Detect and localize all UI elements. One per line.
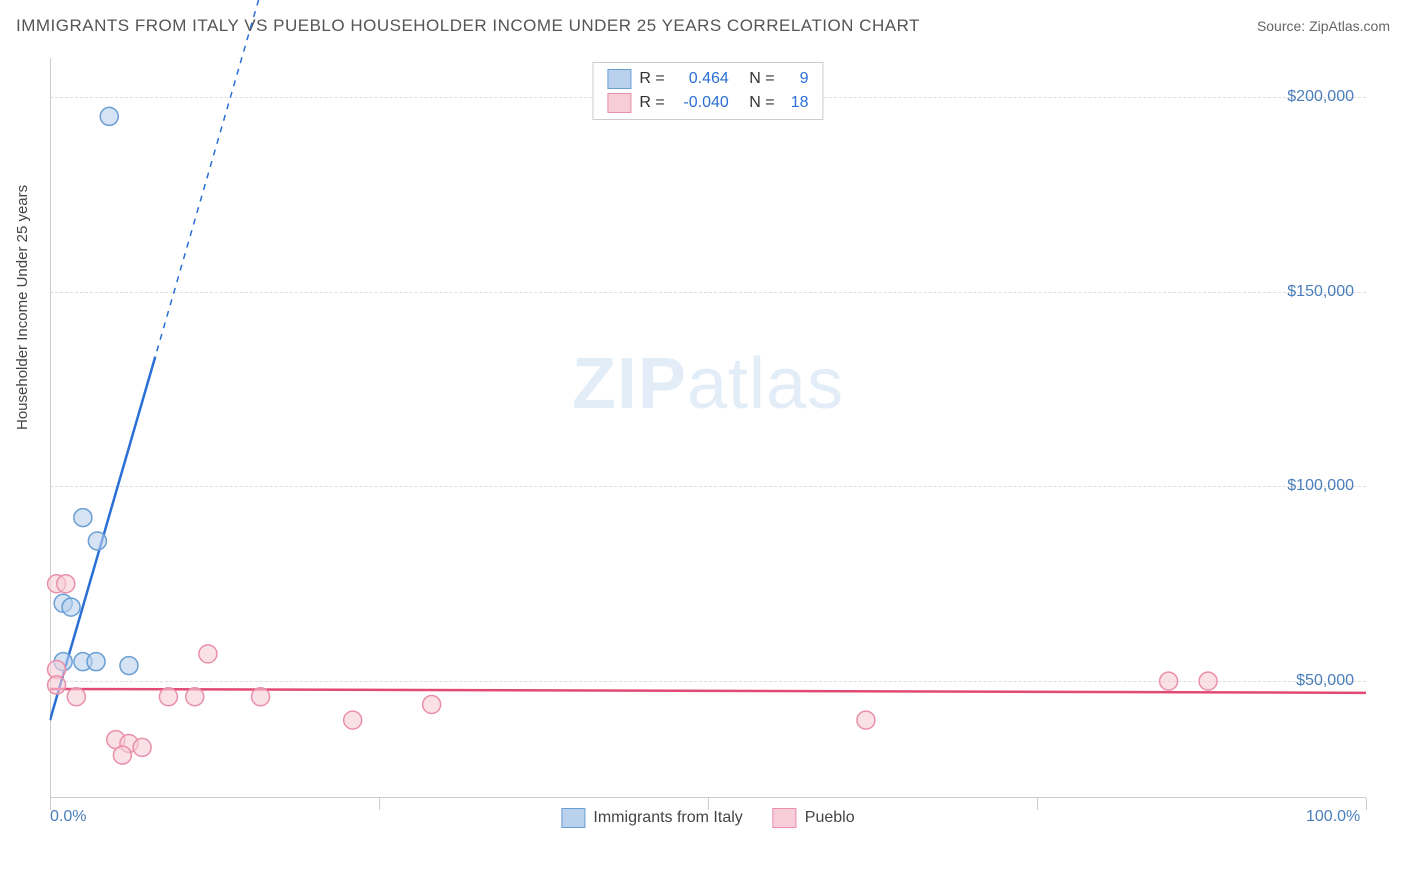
- legend-item-pueblo: Pueblo: [773, 808, 855, 828]
- data-point: [344, 711, 362, 729]
- r-value: 0.464: [673, 67, 729, 91]
- data-point: [186, 688, 204, 706]
- data-point: [62, 598, 80, 616]
- n-label: N =: [749, 67, 774, 91]
- x-tick: [1037, 798, 1038, 810]
- series-legend: Immigrants from Italy Pueblo: [561, 808, 854, 828]
- source-attribution: Source: ZipAtlas.com: [1257, 18, 1390, 34]
- legend-swatch-pueblo: [773, 808, 797, 828]
- y-tick-label: $100,000: [1287, 477, 1354, 495]
- source-prefix: Source:: [1257, 18, 1309, 34]
- data-point: [74, 509, 92, 527]
- y-axis-label: Householder Income Under 25 years: [14, 185, 31, 430]
- data-point: [1160, 672, 1178, 690]
- plot-svg: [50, 58, 1366, 798]
- data-point: [252, 688, 270, 706]
- y-tick-label: $200,000: [1287, 88, 1354, 106]
- chart-header: IMMIGRANTS FROM ITALY VS PUEBLO HOUSEHOL…: [16, 16, 1390, 36]
- data-point: [133, 738, 151, 756]
- legend-label: Pueblo: [805, 809, 855, 827]
- r-label: R =: [639, 67, 664, 91]
- correlation-row-italy: R = 0.464 N = 9: [607, 67, 808, 91]
- correlation-legend: R = 0.464 N = 9 R = -0.040 N = 18: [592, 62, 823, 120]
- data-point: [423, 696, 441, 714]
- correlation-row-pueblo: R = -0.040 N = 18: [607, 91, 808, 115]
- legend-label: Immigrants from Italy: [593, 809, 742, 827]
- legend-swatch-italy: [607, 69, 631, 89]
- x-tick: [708, 798, 709, 810]
- x-tick-label: 0.0%: [50, 808, 86, 826]
- data-point: [87, 653, 105, 671]
- data-point: [67, 688, 85, 706]
- n-value: 18: [783, 91, 809, 115]
- data-point: [100, 107, 118, 125]
- x-tick-label: 100.0%: [1306, 808, 1360, 826]
- data-point: [57, 575, 75, 593]
- legend-item-italy: Immigrants from Italy: [561, 808, 742, 828]
- data-point: [199, 645, 217, 663]
- r-label: R =: [639, 91, 664, 115]
- scatter-plot: ZIPatlas R = 0.464 N = 9 R = -0.040 N = …: [50, 58, 1366, 798]
- trend-line-dashed: [50, 0, 287, 720]
- data-point: [120, 657, 138, 675]
- data-point: [1199, 672, 1217, 690]
- n-label: N =: [749, 91, 774, 115]
- legend-swatch-pueblo: [607, 93, 631, 113]
- x-tick: [1366, 798, 1367, 810]
- data-point: [88, 532, 106, 550]
- source-name: ZipAtlas.com: [1309, 18, 1390, 34]
- data-point: [159, 688, 177, 706]
- data-point: [48, 676, 66, 694]
- data-point: [857, 711, 875, 729]
- y-tick-label: $150,000: [1287, 283, 1354, 301]
- y-tick-label: $50,000: [1296, 672, 1354, 690]
- chart-title: IMMIGRANTS FROM ITALY VS PUEBLO HOUSEHOL…: [16, 16, 920, 36]
- data-point: [113, 746, 131, 764]
- legend-swatch-italy: [561, 808, 585, 828]
- n-value: 9: [783, 67, 809, 91]
- x-tick: [379, 798, 380, 810]
- r-value: -0.040: [673, 91, 729, 115]
